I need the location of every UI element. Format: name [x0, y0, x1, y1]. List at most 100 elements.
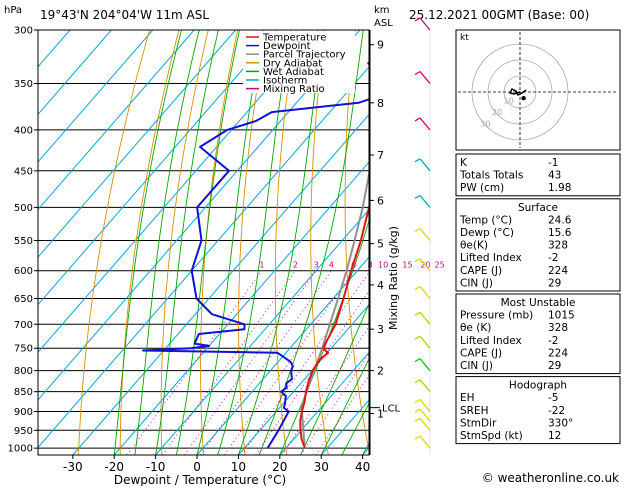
- table-key: PW (cm): [460, 182, 504, 194]
- km-tick-label: 4: [377, 279, 384, 292]
- wind-barb: [420, 118, 430, 130]
- y-tick-label: 500: [14, 203, 33, 214]
- table-key: Lifted Index: [460, 252, 522, 264]
- wind-barb-flag: [415, 359, 420, 362]
- y-tick-label: 600: [14, 266, 33, 277]
- wind-barb-flag: [415, 118, 420, 121]
- x-tick-label: 10: [231, 460, 246, 474]
- km-axis-sublabel: ASL: [374, 18, 393, 29]
- table-value: 328: [548, 240, 568, 252]
- table-value: -2: [548, 252, 558, 264]
- storm-motion-marker: [521, 96, 525, 100]
- km-tick-label: 5: [377, 238, 384, 251]
- table-key: StmSpd (kt): [460, 430, 523, 442]
- mixing-ratio-axis-title: Mixing Ratio (g/kg): [387, 226, 400, 330]
- table-key: StmDir: [460, 417, 497, 429]
- mixing-ratio-label: 15: [402, 261, 412, 270]
- x-tick-label: -30: [63, 460, 83, 474]
- hodograph-unit: kt: [460, 33, 469, 43]
- table-value: 29: [548, 277, 561, 289]
- mixing-ratio-label: 2: [293, 261, 298, 270]
- lcl-label: LCL: [382, 404, 401, 415]
- table-value: 43: [548, 170, 561, 182]
- hodograph-ring-label: 20: [492, 108, 502, 117]
- dry-adiabat-line: [411, 30, 454, 455]
- x-tick-label: -20: [104, 460, 124, 474]
- indices-tables: K -1 Totals Totals 43 PW (cm) 1.98 Surface Temp…: [456, 154, 620, 444]
- y-axis-unit: hPa: [4, 5, 22, 16]
- wind-barbs: [415, 18, 430, 455]
- table-key: Temp (°C): [459, 214, 512, 226]
- wind-barb-flag: [415, 229, 420, 232]
- credit-label: © weatheronline.co.uk: [482, 471, 619, 485]
- wind-barb: [420, 159, 430, 171]
- table-key: Pressure (mb): [460, 310, 533, 322]
- y-tick-label: 300: [14, 26, 33, 37]
- wind-barb: [420, 436, 430, 448]
- legend-entry-label: Mixing Ratio: [263, 84, 325, 95]
- wind-barb-flag: [415, 312, 420, 315]
- km-tick-label: 2: [377, 365, 384, 378]
- wind-barb: [420, 229, 430, 241]
- wind-barb: [420, 336, 430, 348]
- table-key: CIN (J): [460, 360, 493, 372]
- km-tick-label: 7: [377, 149, 384, 162]
- table-key: Lifted Index: [460, 335, 522, 347]
- y-tick-label: 1000: [8, 444, 33, 455]
- table-key: CAPE (J): [460, 265, 502, 277]
- dry-adiabat-line: [619, 30, 629, 455]
- y-tick-label: 800: [14, 366, 33, 377]
- wind-barb-flag: [415, 159, 420, 162]
- wind-barb-flag: [415, 336, 420, 339]
- table-value: 15.6: [548, 227, 572, 239]
- table-value: -5: [548, 392, 558, 404]
- table-key: SREH: [460, 405, 489, 417]
- wind-barb-flag: [415, 195, 420, 198]
- hodograph-ring-label: 10: [503, 97, 513, 106]
- table-value: 24.6: [548, 214, 572, 226]
- x-tick-label: 20: [272, 460, 287, 474]
- table-key: Dewp (°C): [460, 227, 514, 239]
- y-tick-label: 700: [14, 320, 33, 331]
- wind-barb-flag: [415, 418, 420, 421]
- table-key: CIN (J): [460, 277, 493, 289]
- wind-barb-flag: [415, 436, 420, 439]
- wind-barb: [420, 312, 430, 324]
- table-value: -1: [548, 157, 558, 169]
- mixing-ratio-label: 4: [329, 261, 334, 270]
- table-value: -22: [548, 405, 565, 417]
- wind-barb: [420, 287, 430, 299]
- mixing-ratio-label: 3: [314, 261, 319, 270]
- wind-barb-flag: [415, 287, 420, 290]
- table-key: EH: [460, 392, 475, 404]
- table-value: 328: [548, 322, 568, 334]
- y-tick-label: 900: [14, 407, 33, 418]
- table-key: θe(K): [460, 240, 488, 252]
- y-tick-label: 950: [14, 426, 33, 437]
- x-tick-label: 30: [314, 460, 329, 474]
- table-key: Totals Totals: [459, 170, 523, 182]
- datetime-label: 25.12.2021 00GMT (Base: 00): [409, 8, 589, 22]
- table-value: -2: [548, 335, 558, 347]
- table-value: 1.98: [548, 182, 571, 194]
- mixing-ratio-label: 25: [435, 261, 445, 270]
- surface-table-title: Surface: [518, 202, 558, 214]
- wind-barb-flag: [415, 409, 420, 412]
- wind-barb: [420, 195, 430, 207]
- table-value: 330°: [548, 417, 573, 429]
- table-value: 12: [548, 430, 561, 442]
- y-tick-label: 400: [14, 125, 33, 136]
- table-key: CAPE (J): [460, 347, 502, 359]
- wind-barb: [420, 400, 430, 412]
- km-tick-label: 8: [377, 97, 384, 110]
- wind-barb-flag: [415, 400, 420, 403]
- x-axis-title: Dewpoint / Temperature (°C): [114, 473, 286, 486]
- table-key: K: [460, 157, 468, 169]
- x-tick-label: -10: [146, 460, 166, 474]
- mixing-ratio-label: 1: [259, 261, 264, 270]
- table-value: 224: [548, 265, 568, 277]
- y-tick-label: 450: [14, 166, 33, 177]
- wind-barb-flag: [415, 259, 420, 262]
- km-tick-label: 9: [377, 39, 384, 52]
